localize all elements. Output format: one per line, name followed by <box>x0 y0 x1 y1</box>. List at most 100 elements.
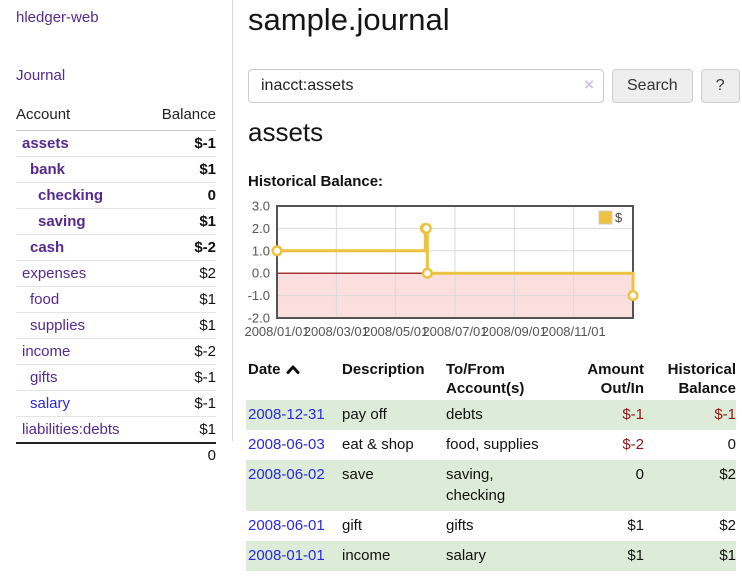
accounts-header-account: Account <box>16 106 71 123</box>
sidebar: hledger-web Journal Account Balance asse… <box>0 0 233 468</box>
account-link[interactable]: saving <box>38 213 86 230</box>
account-row: food $1 <box>16 286 216 313</box>
register-row: 2008-06-02 save saving, checking 0 $2 <box>246 460 736 511</box>
register-row: 2008-06-03 eat & shop food, supplies $-2 0 <box>246 430 736 460</box>
y-axis-tick-label: 0.0 <box>252 266 270 281</box>
balance-chart-svg: $3.0 2.0 1.0 0.0 -1.0 -2.02008/01/012008/03/0… <box>244 199 639 339</box>
register-table: Date Description To/From Account(s) Amoun… <box>246 358 736 571</box>
sidebar-item-journal[interactable]: Journal <box>16 67 66 84</box>
app-title-link[interactable]: hledger-web <box>16 9 99 26</box>
account-link[interactable]: expenses <box>22 265 87 282</box>
account-link[interactable]: assets <box>22 135 69 152</box>
x-axis-tick-label: 2008/07/01 <box>422 324 487 339</box>
account-row: liabilities:debts $1 <box>16 416 216 444</box>
account-link[interactable]: checking <box>38 187 104 204</box>
account-balance: 0 <box>207 187 216 204</box>
balance-chart[interactable]: $3.0 2.0 1.0 0.0 -1.0 -2.0 2008/01/01 2008/03/0… <box>244 199 742 344</box>
account-balance: $-1 <box>194 135 216 152</box>
account-link[interactable]: food <box>30 291 60 308</box>
account-balance: $1 <box>199 317 216 334</box>
account-row: expenses $2 <box>16 260 216 287</box>
transaction-date-link[interactable]: 2008-06-01 <box>248 517 325 534</box>
y-axis-tick-label: 3.0 <box>252 199 270 214</box>
register-row: 2008-01-01 income salary $1 $1 <box>246 541 736 571</box>
register-header-date[interactable]: Date <box>246 358 342 400</box>
search-input[interactable] <box>248 69 604 103</box>
account-row: checking 0 <box>16 182 216 209</box>
account-link[interactable]: salary <box>30 395 71 412</box>
transaction-accounts: saving, checking <box>446 466 506 504</box>
transaction-date-link[interactable]: 2008-12-31 <box>248 406 325 423</box>
transaction-amount: 0 <box>635 466 644 483</box>
transaction-date-link[interactable]: 2008-01-01 <box>248 547 325 564</box>
register-header-description: Description <box>342 361 425 378</box>
transaction-accounts: debts <box>446 406 483 423</box>
clear-search-icon[interactable]: × <box>584 75 594 94</box>
account-balance: $2 <box>199 265 216 282</box>
account-row: saving $1 <box>16 208 216 235</box>
register-row: 2008-12-31 pay off debts $-1 $-1 <box>246 400 736 430</box>
transaction-date-link[interactable]: 2008-06-03 <box>248 436 325 453</box>
account-row: bank $1 <box>16 156 216 183</box>
register-header-amount: Amount Out/In <box>587 361 644 397</box>
register-header-tofrom: To/From Account(s) <box>446 361 525 397</box>
account-row: supplies $1 <box>16 312 216 339</box>
account-balance: $-2 <box>194 343 216 360</box>
account-link[interactable]: income <box>22 343 71 360</box>
transaction-amount: $1 <box>627 547 644 564</box>
account-link[interactable]: liabilities:debts <box>22 421 120 438</box>
account-balance: $1 <box>199 161 216 178</box>
transaction-balance: $2 <box>719 517 736 534</box>
page-title: sample.journal <box>248 2 450 37</box>
x-axis-tick-label: 2008/03/01 <box>304 324 369 339</box>
transaction-description: pay off <box>342 406 387 423</box>
sort-ascending-icon <box>286 365 300 374</box>
account-link[interactable]: cash <box>30 239 65 256</box>
search-button[interactable]: Search <box>612 69 693 103</box>
transaction-amount: $-2 <box>622 436 644 453</box>
transaction-description: income <box>342 547 391 564</box>
transaction-accounts: salary <box>446 547 487 564</box>
account-balance: $1 <box>199 421 216 438</box>
account-row: salary $-1 <box>16 390 216 417</box>
register-header-balance: Historical Balance <box>667 361 736 397</box>
help-button[interactable]: ? <box>700 69 740 103</box>
account-balance: $-1 <box>194 369 216 386</box>
account-balance: $1 <box>199 291 216 308</box>
search-form: × Search ? <box>248 69 740 103</box>
transaction-date-link[interactable]: 2008-06-02 <box>248 466 325 483</box>
transaction-description: save <box>342 466 374 483</box>
chart-title: Historical Balance: <box>248 173 384 190</box>
transaction-balance: $2 <box>719 466 736 483</box>
transaction-balance: $1 <box>719 547 736 564</box>
account-link[interactable]: bank <box>30 161 66 178</box>
legend-swatch <box>598 210 613 225</box>
y-axis-tick-label: -2.0 <box>248 311 270 326</box>
transaction-description: eat & shop <box>342 436 414 453</box>
account-link[interactable]: supplies <box>30 317 86 334</box>
account-row: assets $-1 <box>16 131 216 157</box>
transaction-balance: 0 <box>727 436 736 453</box>
account-balance: $-2 <box>194 239 216 256</box>
transaction-accounts: food, supplies <box>446 436 539 453</box>
transaction-amount: $1 <box>627 517 644 534</box>
accounts-total-value: 0 <box>147 442 216 468</box>
y-axis-tick-label: 1.0 <box>252 243 270 258</box>
account-link[interactable]: gifts <box>30 369 58 386</box>
transaction-accounts: gifts <box>446 517 474 534</box>
accounts-table: Account Balance assets $-1 bank $1 checking 0… <box>16 106 216 468</box>
account-heading: assets <box>248 117 324 147</box>
transaction-amount: $-1 <box>622 406 644 423</box>
account-row: gifts $-1 <box>16 364 216 391</box>
transaction-description: gift <box>342 517 363 534</box>
x-axis-tick-label: 2008/01/01 <box>244 324 309 339</box>
account-balance: $1 <box>199 213 216 230</box>
transaction-balance: $-1 <box>714 406 736 423</box>
legend-label: $ <box>615 210 623 225</box>
account-row: cash $-2 <box>16 234 216 261</box>
y-axis-tick-label: -1.0 <box>248 288 270 303</box>
x-axis-tick-label: 2008/05/01 <box>363 324 428 339</box>
account-balance: $-1 <box>194 395 216 412</box>
x-axis-tick-label: 2008/09/01 <box>482 324 547 339</box>
register-row: 2008-06-01 gift gifts $1 $2 <box>246 511 736 541</box>
